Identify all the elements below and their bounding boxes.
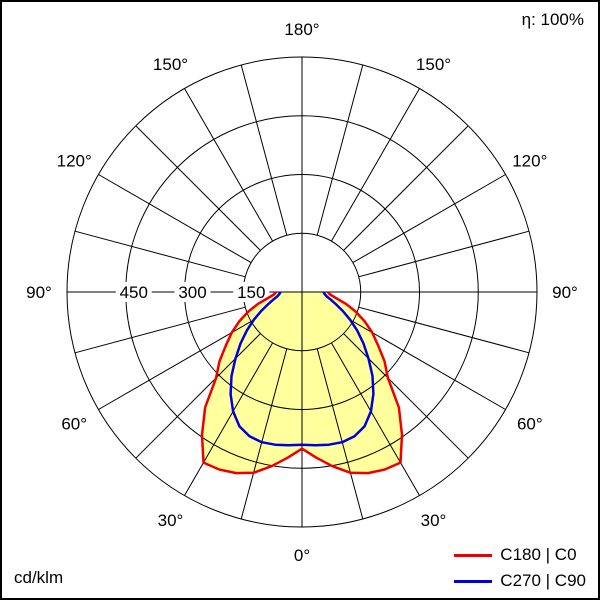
svg-text:180°: 180°: [284, 20, 319, 39]
svg-text:30°: 30°: [158, 511, 184, 530]
svg-text:150: 150: [237, 283, 265, 302]
svg-text:60°: 60°: [61, 415, 87, 434]
legend-item-c180-c0: C180 | C0: [454, 545, 586, 565]
svg-text:0°: 0°: [294, 546, 310, 565]
svg-text:30°: 30°: [421, 511, 447, 530]
legend-label-c270-c90: C270 | C90: [500, 571, 586, 590]
legend-item-c270-c90: C270 | C90: [454, 571, 586, 591]
legend: C180 | C0 C270 | C90: [454, 545, 586, 591]
legend-line-c180-c0-icon: [454, 553, 493, 557]
svg-text:60°: 60°: [517, 415, 543, 434]
svg-text:300: 300: [178, 283, 206, 302]
units-label: cd/klm: [14, 568, 64, 587]
svg-text:150°: 150°: [153, 55, 188, 74]
svg-text:120°: 120°: [512, 152, 547, 171]
efficiency-label: η: 100%: [521, 10, 584, 29]
svg-text:90°: 90°: [552, 283, 578, 302]
legend-label-c180-c0: C180 | C0: [500, 545, 577, 564]
legend-line-c270-c90-icon: [454, 579, 493, 583]
svg-text:90°: 90°: [26, 283, 52, 302]
svg-text:150°: 150°: [416, 55, 451, 74]
svg-text:120°: 120°: [57, 152, 92, 171]
svg-text:450: 450: [120, 283, 148, 302]
